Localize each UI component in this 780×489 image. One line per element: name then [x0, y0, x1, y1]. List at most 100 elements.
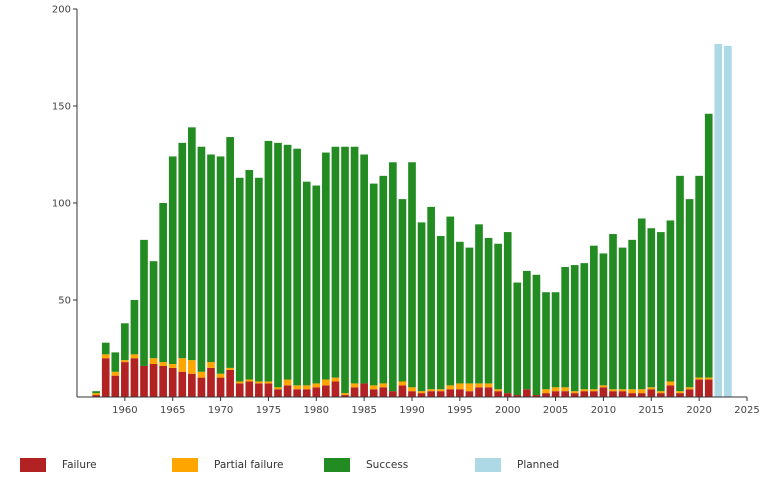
bar-partial-1976: [274, 387, 282, 390]
bar-partial-1992: [427, 389, 435, 392]
bar-success-1978: [293, 148, 301, 386]
bar-failure-1966: [178, 371, 187, 397]
bar-failure-1991: [417, 393, 426, 397]
bar-success-2017: [666, 220, 675, 382]
y-tick-label: 50: [58, 296, 71, 307]
bar-partial-2018: [676, 391, 684, 394]
bar-failure-1965: [168, 367, 177, 397]
bar-failure-1961: [130, 358, 139, 397]
bar-success-1962: [140, 239, 148, 366]
bar-failure-2010: [599, 387, 608, 397]
failure-swatch: [20, 458, 46, 472]
bar-success-1999: [494, 243, 502, 390]
bars-group: [92, 43, 732, 398]
bar-partial-2019: [685, 387, 694, 390]
bar-partial-1968: [197, 371, 206, 378]
bar-partial-2013: [628, 389, 636, 394]
bar-partial-1970: [216, 373, 225, 378]
x-tick-label: 2020: [686, 405, 711, 416]
x-ticks-group: 1960 1965 1970 1975 1980 1985 1990 1995 2000 2005…: [112, 397, 760, 416]
bar-failure-2006: [561, 391, 569, 397]
x-tick-label: 2015: [639, 405, 664, 416]
bar-failure-1958: [101, 358, 110, 397]
x-tick-label: 1995: [447, 405, 472, 416]
bar-partial-1971: [226, 367, 234, 370]
x-tick-label: 1960: [112, 405, 137, 416]
bar-failure-1989: [398, 385, 407, 397]
y-ticks-group: 50 100 150 200: [52, 5, 77, 307]
bar-success-1968: [197, 146, 206, 372]
bar-success-1991: [417, 222, 426, 392]
bar-success-2011: [609, 234, 617, 390]
bar-partial-2009: [590, 389, 598, 392]
bar-partial-1996: [465, 383, 474, 392]
bar-partial-1991: [417, 391, 426, 394]
bar-success-2020: [695, 175, 703, 378]
bar-success-2015: [647, 228, 656, 388]
bar-partial-1993: [436, 389, 445, 392]
bar-failure-1959: [111, 375, 120, 397]
y-tick-label: 200: [52, 5, 71, 16]
bar-success-2019: [685, 199, 694, 388]
legend-item-success: Success: [324, 458, 408, 472]
bar-failure-1990: [408, 391, 416, 397]
bar-success-2003: [532, 274, 541, 396]
bar-success-1967: [188, 127, 196, 361]
bar-failure-1984: [350, 387, 359, 397]
bar-partial-1974: [255, 381, 263, 384]
bar-success-1964: [159, 203, 167, 363]
bar-success-2001: [513, 282, 522, 396]
bar-failure-1981: [322, 385, 330, 397]
bar-partial-1961: [130, 354, 139, 359]
bar-planned-2023: [724, 45, 732, 398]
bar-success-1977: [283, 144, 292, 380]
bar-partial-1972: [235, 381, 244, 384]
x-tick-label: 1980: [304, 405, 329, 416]
bar-failure-2008: [580, 391, 589, 397]
legend-label-partial-failure: Partial failure: [214, 459, 284, 471]
bar-partial-1975: [264, 381, 273, 384]
bar-failure-1988: [389, 391, 397, 397]
bar-partial-1984: [350, 383, 359, 388]
bar-success-1970: [216, 156, 225, 374]
bar-partial-1973: [245, 379, 254, 382]
bar-success-1958: [101, 342, 110, 355]
bar-failure-1969: [207, 367, 215, 397]
bar-partial-2007: [570, 391, 579, 394]
bar-success-2010: [599, 253, 608, 386]
legend: Failure Partial failure Success Planned: [0, 458, 780, 480]
bar-failure-2004: [542, 393, 550, 397]
y-tick-label: 150: [52, 102, 71, 113]
bar-failure-2016: [657, 393, 665, 397]
bar-failure-2001: [513, 395, 522, 397]
bar-success-1994: [446, 216, 455, 386]
bar-success-2005: [551, 292, 560, 388]
bar-partial-1990: [408, 387, 416, 392]
x-tick-label: 2025: [734, 405, 759, 416]
bar-failure-1957: [92, 395, 100, 397]
bar-failure-2020: [695, 379, 703, 397]
bar-failure-2018: [676, 393, 684, 397]
bar-partial-2004: [542, 389, 550, 394]
legend-label-failure: Failure: [62, 459, 97, 471]
bar-partial-1967: [188, 360, 196, 374]
bar-success-2013: [628, 239, 636, 390]
bar-failure-2017: [666, 385, 675, 397]
bar-failure-2009: [590, 391, 598, 397]
bar-partial-2008: [580, 389, 589, 392]
bar-planned-2022: [714, 43, 723, 398]
bar-success-1979: [302, 181, 311, 386]
bar-success-2009: [590, 245, 598, 390]
bar-failure-2019: [685, 389, 694, 397]
bar-partial-1989: [398, 381, 407, 386]
bar-failure-1974: [255, 383, 263, 397]
success-swatch: [324, 458, 350, 472]
bar-success-1992: [427, 206, 435, 390]
bar-failure-1993: [436, 391, 445, 397]
bar-success-2016: [657, 232, 665, 392]
bar-success-1982: [331, 146, 340, 378]
bar-partial-1981: [322, 379, 330, 386]
bar-success-1990: [408, 162, 416, 388]
bar-failure-2003: [532, 395, 541, 397]
bar-failure-2011: [609, 391, 617, 397]
